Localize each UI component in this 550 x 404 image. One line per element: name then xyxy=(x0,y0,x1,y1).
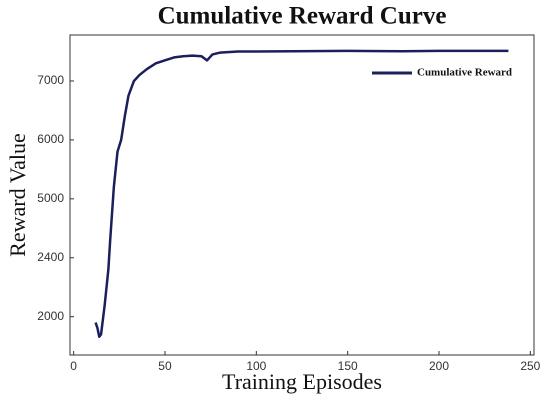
chart-title: Cumulative Reward Curve xyxy=(158,3,447,30)
y-tick-label: 6000 xyxy=(37,132,64,146)
x-tick-label: 0 xyxy=(70,359,77,373)
line xyxy=(94,49,509,338)
y-tick-label: 7000 xyxy=(37,73,64,87)
x-tick-label: 50 xyxy=(158,359,172,373)
plot-frame xyxy=(69,34,535,356)
x-tick-label: 100 xyxy=(246,359,266,373)
x-tick-label: 150 xyxy=(338,359,358,373)
y-tick-label: 5000 xyxy=(37,191,64,205)
y-tick-label: 2400 xyxy=(37,250,64,264)
x-axis-label: Training Episodes xyxy=(222,369,382,394)
x-tick-label: 200 xyxy=(429,359,449,373)
legend-label: Cumulative Reward xyxy=(417,67,512,79)
x-tick-label: 250 xyxy=(520,359,540,373)
y-tick-label: 2000 xyxy=(37,309,64,323)
y-axis-label: Reward Value xyxy=(5,133,30,257)
